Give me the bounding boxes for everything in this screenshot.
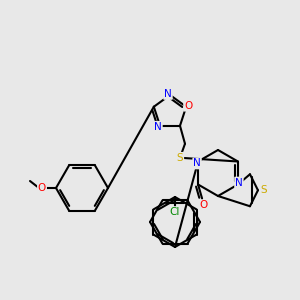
Text: S: S [177, 153, 183, 163]
Text: Cl: Cl [170, 207, 180, 217]
Text: N: N [235, 178, 243, 188]
Text: O: O [184, 101, 192, 111]
Text: N: N [164, 89, 172, 99]
Text: S: S [261, 185, 267, 195]
Text: O: O [38, 183, 46, 193]
Text: N: N [193, 158, 201, 169]
Text: O: O [199, 200, 207, 211]
Text: N: N [154, 122, 162, 132]
